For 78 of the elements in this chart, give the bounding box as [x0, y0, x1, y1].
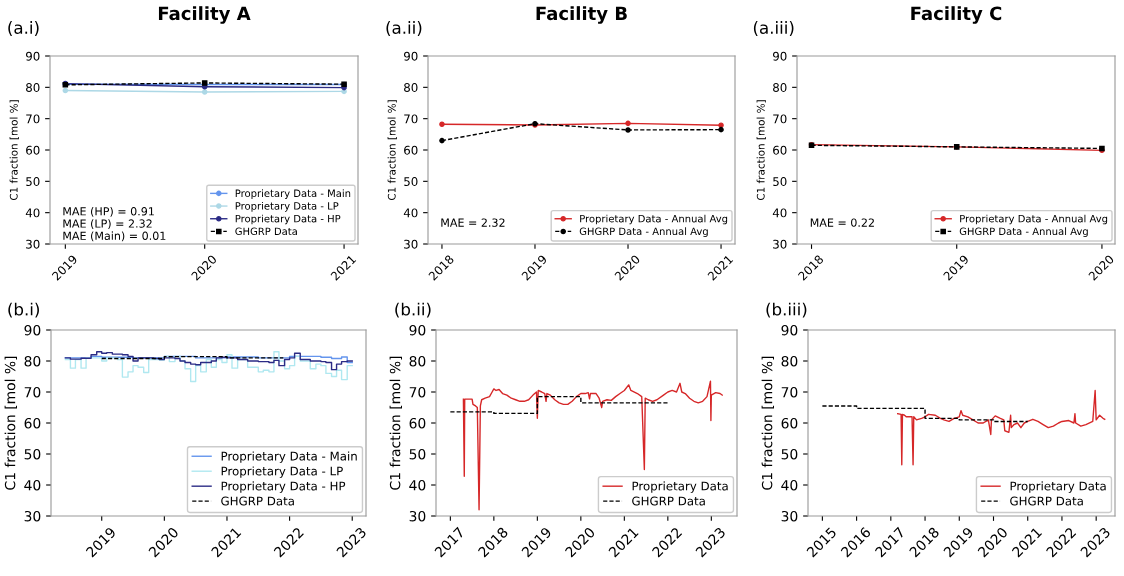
y-tick-label: 60	[781, 417, 798, 429]
annotation: MAE = 2.32	[441, 218, 505, 227]
legend-label: Proprietary Data - LP	[221, 466, 343, 478]
text: (a.ii)	[386, 21, 422, 36]
y-tick-label: 80	[404, 83, 418, 92]
y-tick-label: 60	[26, 145, 40, 155]
y-axis-title: C1 fraction [mol %]	[756, 100, 766, 201]
text: (b.ii)	[395, 302, 431, 318]
legend-label: Proprietary Data - Main	[221, 451, 357, 463]
text: (b.i)	[8, 302, 39, 318]
y-tick-label: 60	[409, 417, 426, 429]
legend-label: Proprietary Data	[1010, 481, 1106, 493]
y-tick-label: 90	[781, 324, 798, 336]
y-axis-title: C1 fraction [mol %]	[389, 356, 402, 490]
y-axis-title: C1 fraction [mol %]	[761, 356, 774, 490]
y-tick-label: 50	[409, 448, 426, 460]
y-tick-label: 40	[409, 479, 426, 491]
legend-label: Proprietary Data - Annual Avg	[960, 214, 1108, 225]
legend-label: GHGRP Data	[235, 227, 297, 236]
y-tick-label: 40	[24, 479, 41, 491]
y-tick-label: 30	[781, 510, 798, 522]
y-tick-label: 80	[26, 83, 40, 92]
legend-label: Proprietary Data - Main	[235, 189, 351, 199]
y-tick-label: 60	[404, 145, 418, 155]
y-tick-label: 40	[781, 479, 798, 491]
chart-title: Facility B	[536, 6, 627, 24]
y-tick-label: 70	[24, 386, 41, 398]
y-tick-label: 50	[24, 448, 41, 460]
annotation: MAE (LP) = 2.32	[63, 219, 152, 230]
text: (b.iii)	[766, 302, 807, 318]
y-tick-label: 60	[24, 417, 41, 429]
y-tick-label: 50	[404, 177, 418, 186]
annotation: MAE (Main) = 0.01	[63, 231, 166, 242]
legend-label: GHGRP Data	[221, 496, 294, 506]
y-tick-label: 70	[781, 386, 798, 398]
legend-label: Proprietary Data - LP	[235, 201, 339, 212]
y-axis-title: C1 fraction [mol %]	[4, 356, 17, 490]
y-tick-label: 90	[26, 51, 40, 61]
y-tick-label: 70	[773, 114, 787, 124]
y-tick-label: 60	[773, 145, 787, 155]
y-tick-label: 80	[409, 355, 426, 367]
annotation: MAE = 0.22	[810, 218, 874, 227]
legend-label: GHGRP Data	[632, 496, 705, 506]
y-tick-label: 70	[26, 114, 40, 124]
text: (a.i)	[8, 21, 39, 36]
y-tick-label: 40	[25, 208, 40, 218]
y-tick-label: 30	[409, 510, 426, 522]
y-tick-label: 50	[26, 177, 40, 186]
y-tick-label: 70	[404, 114, 418, 124]
y-tick-label: 70	[409, 386, 426, 398]
legend-label: Proprietary Data - HP	[221, 481, 346, 493]
y-tick-label: 80	[781, 355, 798, 367]
legend-label: GHGRP Data - Annual Avg	[959, 227, 1088, 237]
y-tick-label: 30	[773, 239, 787, 249]
y-tick-label: 80	[24, 355, 41, 367]
chart-title: Facility A	[158, 6, 251, 24]
y-tick-label: 80	[773, 83, 787, 92]
legend-label: Proprietary Data - Annual Avg	[580, 214, 728, 225]
chart-title: Facility C	[911, 6, 1002, 24]
y-tick-label: 50	[781, 448, 798, 460]
y-tick-label: 90	[773, 51, 787, 61]
legend-label: GHGRP Data	[1010, 496, 1083, 506]
y-tick-label: 90	[409, 324, 426, 336]
y-axis-title: C1 fraction [mol %]	[387, 100, 397, 201]
text: (a.iii)	[753, 21, 794, 36]
annotation: MAE (HP) = 0.91	[63, 206, 154, 217]
y-tick-label: 90	[404, 51, 418, 61]
legend-label: GHGRP Data - Annual Avg	[579, 227, 708, 237]
y-tick-label: 30	[24, 510, 41, 522]
y-tick-label: 30	[404, 239, 418, 249]
legend-label: Proprietary Data	[632, 481, 728, 493]
y-tick-label: 40	[772, 208, 787, 218]
y-tick-label: 90	[24, 324, 41, 336]
y-tick-label: 40	[403, 208, 418, 218]
y-axis-title: C1 fraction [mol %]	[9, 100, 19, 201]
y-tick-label: 30	[26, 239, 40, 249]
legend-label: Proprietary Data - HP	[235, 214, 341, 225]
y-tick-label: 50	[773, 177, 787, 186]
